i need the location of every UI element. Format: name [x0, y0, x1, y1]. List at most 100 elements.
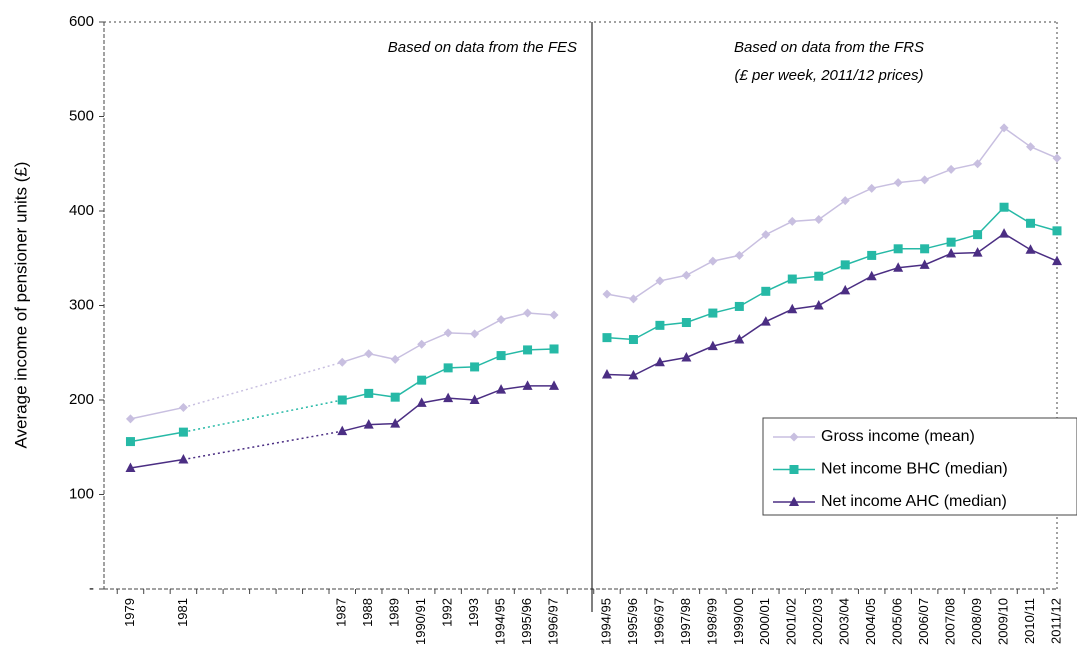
marker [125, 437, 135, 447]
marker [496, 384, 507, 394]
y-tick-label: 600 [69, 13, 94, 30]
marker [893, 262, 904, 272]
marker [390, 354, 400, 364]
x-tick-label: 2004/05 [863, 598, 878, 645]
marker [523, 308, 533, 318]
marker [760, 316, 771, 326]
marker [893, 244, 903, 254]
marker [523, 345, 533, 355]
x-tick-label: 2007/08 [943, 598, 958, 645]
x-tick-label: 2011/12 [1048, 598, 1063, 644]
marker [789, 465, 799, 474]
marker [840, 284, 851, 295]
marker [1052, 226, 1062, 236]
x-tick-label: 1989 [387, 598, 402, 627]
x-tick-label: 1999/00 [731, 598, 746, 645]
marker [125, 414, 135, 424]
x-tick-label: 2009/10 [995, 598, 1010, 645]
x-tick-label: 2003/04 [837, 598, 852, 645]
marker [761, 286, 771, 296]
marker [496, 351, 506, 361]
annotation: Based on data from the FES [388, 39, 577, 56]
x-tick-label: 2010/11 [1022, 598, 1037, 644]
marker [469, 394, 480, 404]
marker [549, 310, 559, 320]
x-tick-label: 2005/06 [890, 598, 905, 645]
marker [813, 300, 824, 310]
marker [681, 270, 691, 280]
x-tick-label: 1979 [122, 598, 137, 627]
x-tick-label: 1995/96 [519, 598, 534, 645]
marker [337, 395, 347, 405]
x-tick-label: 1995/96 [625, 598, 640, 645]
marker [681, 318, 691, 328]
marker [654, 356, 665, 367]
legend-box [762, 417, 1077, 516]
marker [178, 454, 189, 464]
marker [549, 380, 560, 390]
marker [628, 369, 639, 380]
marker [840, 196, 850, 206]
marker [470, 362, 480, 372]
marker [443, 328, 453, 338]
marker [443, 392, 454, 403]
x-tick-label: 1990/91 [413, 598, 428, 645]
y-tick-label: 100 [69, 485, 94, 502]
marker [390, 418, 401, 428]
marker [708, 256, 718, 266]
marker [416, 397, 427, 407]
marker [681, 351, 692, 362]
marker [734, 250, 744, 260]
marker [946, 248, 957, 258]
x-tick-label: 2008/09 [969, 598, 984, 645]
marker [708, 308, 718, 318]
marker [920, 175, 930, 185]
marker [946, 164, 956, 174]
marker [814, 215, 824, 225]
y-tick-label: - [89, 580, 94, 597]
gap-connector [183, 399, 343, 433]
marker [972, 247, 983, 257]
marker [363, 419, 374, 429]
marker [496, 315, 506, 325]
marker [1052, 153, 1062, 163]
series-line [606, 232, 1058, 377]
marker [364, 349, 374, 359]
marker [390, 392, 400, 402]
marker [655, 320, 665, 330]
marker [814, 271, 824, 281]
marker [337, 357, 347, 367]
marker [178, 403, 188, 413]
marker [973, 159, 983, 169]
marker [602, 289, 612, 299]
x-tick-label: 1981 [175, 598, 190, 627]
marker [125, 462, 136, 473]
marker [522, 380, 533, 390]
x-tick-label: 2000/01 [757, 598, 772, 645]
marker [1026, 142, 1036, 152]
marker [628, 294, 638, 304]
x-tick-label: 1994/95 [493, 598, 508, 645]
annotation: Based on data from the FRS [734, 39, 924, 56]
marker [787, 216, 797, 226]
marker [973, 230, 983, 240]
marker [787, 303, 798, 314]
marker [364, 388, 374, 398]
y-axis-title: Average income of pensioner units (£) [11, 162, 30, 449]
x-tick-label: 1996/97 [651, 598, 666, 645]
marker [602, 333, 612, 343]
marker [999, 123, 1009, 133]
x-tick-label: 1988 [360, 598, 375, 627]
marker [789, 432, 799, 442]
marker [734, 334, 745, 344]
marker [866, 270, 877, 281]
x-tick-label: 1998/99 [704, 598, 719, 645]
y-tick-label: 400 [69, 202, 94, 219]
marker [1025, 244, 1036, 254]
gap-connector [130, 406, 184, 420]
x-tick-label: 2001/02 [784, 598, 799, 645]
y-tick-label: 300 [69, 296, 94, 313]
gap-connector [130, 431, 184, 443]
x-tick-label: 1996/97 [545, 598, 560, 645]
